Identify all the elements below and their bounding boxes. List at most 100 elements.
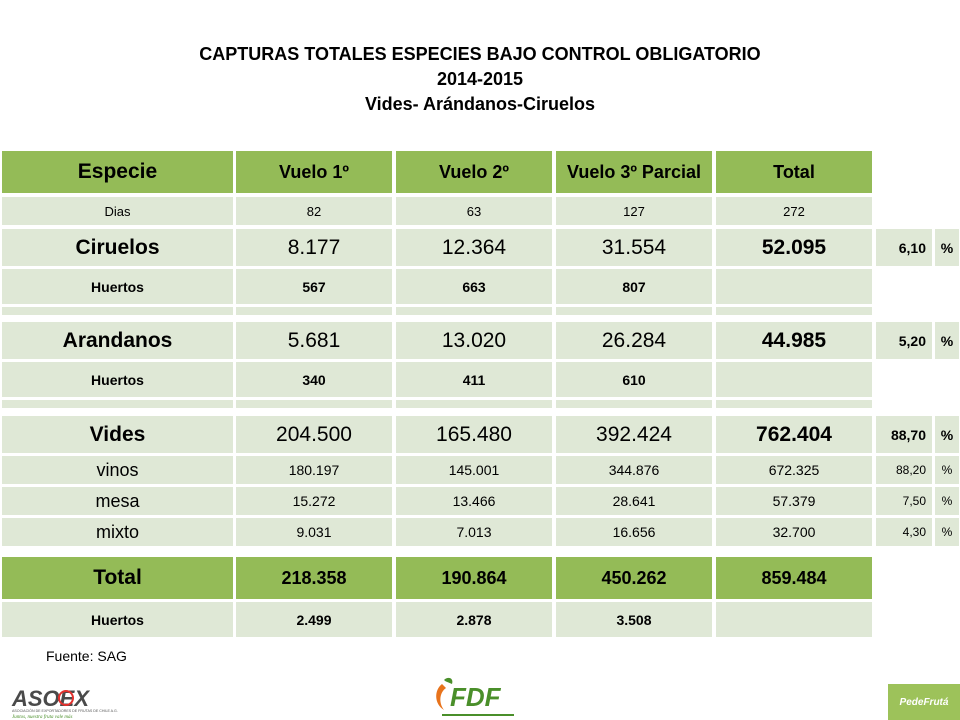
table-cell: 7.013 <box>396 518 552 546</box>
vinos-value-4: 672.325 <box>768 462 820 478</box>
mixto-value-2: 7.013 <box>456 524 492 540</box>
table-cell: 272 <box>716 197 872 225</box>
table-cell: 26.284 <box>556 322 712 359</box>
arandanos-value-3: 26.284 <box>601 328 667 352</box>
table-cell: 672.325 <box>716 456 872 484</box>
vinos-value-2: 145.001 <box>448 462 500 478</box>
table-cell: 82 <box>236 197 392 225</box>
vinos-value-1: 180.197 <box>288 462 340 478</box>
table-cell: Vuelo 3º Parcial <box>556 151 712 193</box>
table-cell: 450.262 <box>556 557 712 599</box>
table-cell: Huertos <box>2 602 233 637</box>
table-cell <box>716 362 872 397</box>
separator-strip <box>396 400 552 408</box>
arandanos-huertos-label: Huertos <box>91 371 144 388</box>
total-label: Total <box>93 566 142 589</box>
dias-value-1: 82 <box>306 203 322 219</box>
dias-value-2: 63 <box>466 203 482 219</box>
percent-value-cell: 88,70 <box>876 416 932 453</box>
fdf-logo: FDF <box>436 677 514 716</box>
vides-value-2: 165.480 <box>436 422 512 446</box>
ciruelos-huertos-value-3: 807 <box>622 278 646 295</box>
arandanos-label: Arandanos <box>62 328 173 352</box>
mesa-label: mesa <box>95 490 140 511</box>
table-cell: 411 <box>396 362 552 397</box>
headers-value-1: Vuelo 1º <box>279 161 349 182</box>
separator-strip <box>556 400 712 408</box>
separator-strip <box>2 400 233 408</box>
percent-symbol-cell: % <box>935 487 959 515</box>
table-cell: 52.095 <box>716 229 872 266</box>
title-block: CAPTURAS TOTALES ESPECIES BAJO CONTROL O… <box>0 42 960 117</box>
table-cell: 2.878 <box>396 602 552 637</box>
total-value-1: 218.358 <box>281 567 347 588</box>
arandanos-huertos-value-1: 340 <box>302 371 326 388</box>
table-cell: Total <box>2 557 233 599</box>
percent-symbol-cell: % <box>935 416 959 453</box>
mesa-value-1: 15.272 <box>292 493 336 509</box>
page-title: CAPTURAS TOTALES ESPECIES BAJO CONTROL O… <box>199 44 761 64</box>
mixto-value-1: 9.031 <box>296 524 332 540</box>
table-cell: 218.358 <box>236 557 392 599</box>
dias-value-4: 272 <box>783 203 805 219</box>
table-cell: 44.985 <box>716 322 872 359</box>
table-cell: 5.681 <box>236 322 392 359</box>
table-cell: 12.364 <box>396 229 552 266</box>
percent-symbol: % <box>940 426 954 443</box>
ciruelos-huertos-value-1: 567 <box>302 278 326 295</box>
table-cell: Total <box>716 151 872 193</box>
table-cell: Vuelo 1º <box>236 151 392 193</box>
table-cell: 180.197 <box>236 456 392 484</box>
table-cell: Vuelo 2º <box>396 151 552 193</box>
table-cell: Arandanos <box>2 322 233 359</box>
table-cell: 204.500 <box>236 416 392 453</box>
arandanos-value-1: 5.681 <box>287 328 341 352</box>
asoex-logo-subtitle: ASOCIACIÓN DE EXPORTADORES DE FRUTAS DE … <box>12 708 118 713</box>
table-cell: 8.177 <box>236 229 392 266</box>
mixto-value-3: 16.656 <box>612 524 656 540</box>
separator-strip <box>236 400 392 408</box>
table-cell: 567 <box>236 269 392 304</box>
table-cell: 859.484 <box>716 557 872 599</box>
separator-strip <box>2 307 233 315</box>
table-cell: 610 <box>556 362 712 397</box>
ciruelos-huertos-label: Huertos <box>91 278 144 295</box>
vides-label: Vides <box>89 422 146 446</box>
ciruelos-huertos-value-2: 663 <box>462 278 486 295</box>
arandanos-value-2: 13.020 <box>441 328 507 352</box>
table-cell: 340 <box>236 362 392 397</box>
table-cell <box>716 602 872 637</box>
ciruelos-value-4: 52.095 <box>761 235 827 259</box>
percent-value-cell: 6,10 <box>876 229 932 266</box>
percent-symbol-cell: % <box>935 229 959 266</box>
table-cell: 31.554 <box>556 229 712 266</box>
table-cell: 13.466 <box>396 487 552 515</box>
separator-strip <box>556 307 712 315</box>
asoex-logo-tagline: Juntos, nuestra fruta vale más <box>12 715 72 720</box>
mesa-value-3: 28.641 <box>612 493 656 509</box>
separator-strip <box>716 400 872 408</box>
vides-value-3: 392.424 <box>596 422 672 446</box>
table-cell: 32.700 <box>716 518 872 546</box>
percent-mixto: 4,30 <box>902 525 926 539</box>
vides-value-1: 204.500 <box>276 422 352 446</box>
separator-strip <box>396 307 552 315</box>
table-cell: 190.864 <box>396 557 552 599</box>
mesa-value-2: 13.466 <box>452 493 496 509</box>
table-cell: 16.656 <box>556 518 712 546</box>
table-cell <box>716 269 872 304</box>
table-cell: Huertos <box>2 362 233 397</box>
table-cell: 15.272 <box>236 487 392 515</box>
arandanos-value-4: 44.985 <box>761 328 827 352</box>
vinos-value-3: 344.876 <box>608 462 660 478</box>
table-cell: 663 <box>396 269 552 304</box>
mesa-value-4: 57.379 <box>772 493 816 509</box>
mixto-label: mixto <box>95 521 139 542</box>
mixto-value-4: 32.700 <box>772 524 816 540</box>
table-cell: 762.404 <box>716 416 872 453</box>
total-huertos-label: Huertos <box>91 611 144 628</box>
percent-vides: 88,70 <box>890 426 926 443</box>
page-subtitle-years: 2014-2015 <box>436 69 524 89</box>
table-cell: Vides <box>2 416 233 453</box>
